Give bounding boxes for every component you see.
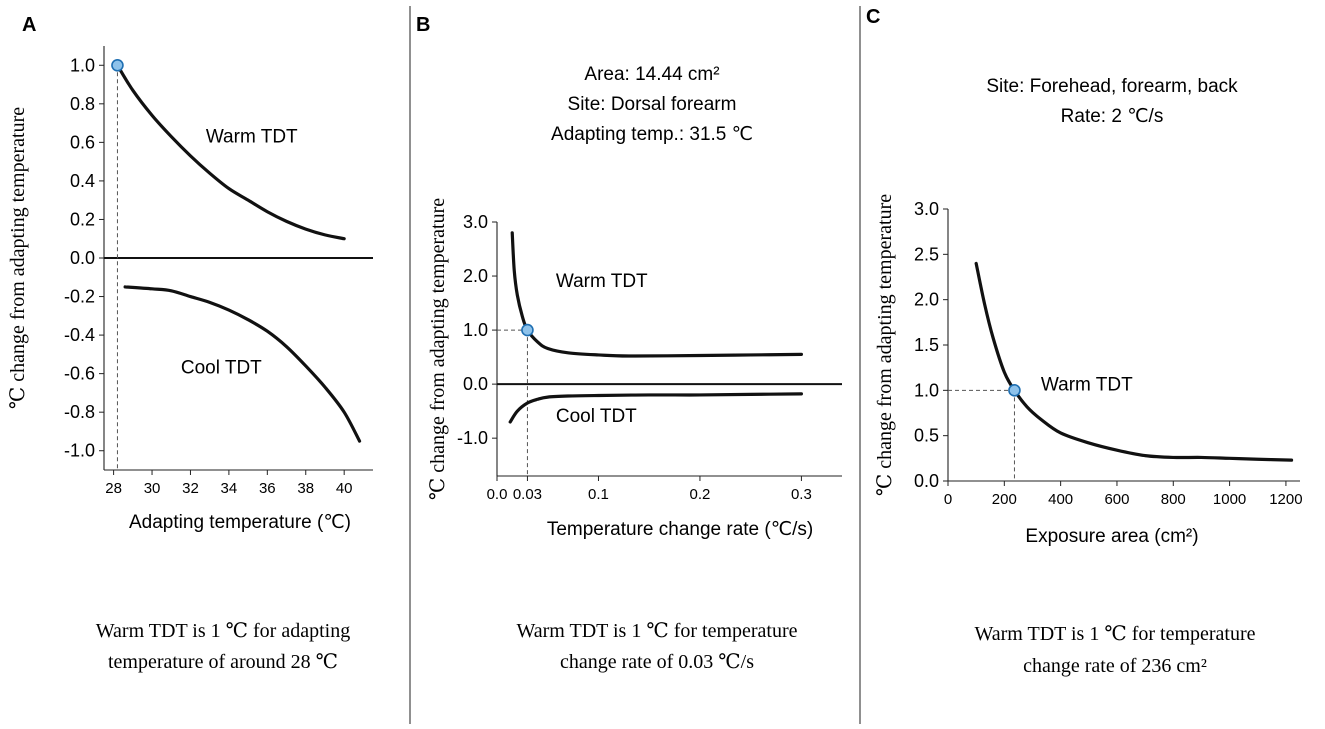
y-tick-label: 1.5 <box>914 335 939 355</box>
x-tick-label: 1000 <box>1213 491 1246 508</box>
y-tick-label: 3.0 <box>914 199 939 219</box>
x-tick-label: 800 <box>1161 491 1186 508</box>
y-tick-label: 0.4 <box>70 171 95 191</box>
y-tick-label: 0.5 <box>914 426 939 446</box>
y-axis-label: ℃ change from adapting temperature <box>7 107 29 409</box>
y-tick-label: 0.0 <box>914 471 939 491</box>
x-tick-label: 0.0 <box>487 486 508 503</box>
caption-line: Warm TDT is 1 ℃ for temperature <box>974 623 1255 645</box>
y-tick-label: 0.6 <box>70 132 95 152</box>
y-tick-label: 3.0 <box>463 212 488 232</box>
x-axis-label: Exposure area (cm²) <box>1025 526 1198 547</box>
caption-line: temperature of around 28 ℃ <box>108 651 338 673</box>
x-tick-label: 0.2 <box>690 486 711 503</box>
x-tick-label: 400 <box>1048 491 1073 508</box>
y-tick-label: -1.0 <box>457 428 488 448</box>
info-line: Site: Forehead, forearm, back <box>986 76 1238 97</box>
x-tick-label: 28 <box>105 480 122 497</box>
x-tick-label: 0 <box>944 491 952 508</box>
caption-line: change rate of 0.03 ℃/s <box>560 651 754 673</box>
x-tick-label: 600 <box>1104 491 1129 508</box>
highlight-marker <box>521 323 534 337</box>
x-axis-label: Adapting temperature (℃) <box>129 512 351 533</box>
curve-label: Warm TDT <box>206 126 298 147</box>
y-tick-label: -0.2 <box>64 287 95 307</box>
x-tick-label: 0.03 <box>513 486 542 503</box>
panel-a: A 1.0 0.8 0.6 0.4 0.2 0.0 -0.2 -0.4 -0.6 -0.8 -1.0 2… <box>7 14 373 673</box>
x-tick-label: 36 <box>259 480 276 497</box>
caption-line: change rate of 236 cm² <box>1023 655 1207 677</box>
info-line: Site: Dorsal forearm <box>568 94 737 115</box>
series-curve-warm-tdt <box>115 63 346 241</box>
info-line: Rate: 2 ℃/s <box>1061 106 1164 127</box>
x-axis-label: Temperature change rate (℃/s) <box>547 519 813 540</box>
x-tick-label: 38 <box>297 480 314 497</box>
y-axis-label: ℃ change from adapting temperature <box>427 198 449 500</box>
curve-label: Warm TDT <box>556 271 648 292</box>
panel-c: C Site: Forehead, forearm, back Rate: 2 ℃/… <box>866 6 1303 677</box>
caption-line: Warm TDT is 1 ℃ for temperature <box>516 620 797 642</box>
x-tick-label: 34 <box>221 480 238 497</box>
y-tick-label: 0.8 <box>70 94 95 114</box>
panel-letter: B <box>416 14 430 36</box>
x-tick-label: 0.1 <box>588 486 609 503</box>
panel-b: B Area: 14.44 cm² Site: Dorsal forearm Adap… <box>416 14 842 673</box>
y-tick-label: 2.0 <box>914 290 939 310</box>
y-tick-label: 1.0 <box>914 380 939 400</box>
x-tick-label: 40 <box>336 480 353 497</box>
info-line: Adapting temp.: 31.5 ℃ <box>551 124 753 145</box>
curve-label: Cool TDT <box>556 406 637 427</box>
info-line: Area: 14.44 cm² <box>584 64 719 85</box>
y-tick-label: 0.0 <box>463 374 488 394</box>
y-tick-label: 0.0 <box>70 248 95 268</box>
caption-line: Warm TDT is 1 ℃ for adapting <box>96 620 350 642</box>
curve-label: Cool TDT <box>181 358 262 379</box>
x-tick-label: 30 <box>144 480 161 497</box>
x-tick-label: 200 <box>992 491 1017 508</box>
y-tick-label: 1.0 <box>70 55 95 75</box>
panel-letter: C <box>866 6 880 28</box>
curve-label: Warm TDT <box>1041 374 1133 395</box>
y-tick-label: 1.0 <box>463 320 488 340</box>
y-tick-label: -0.4 <box>64 325 95 345</box>
series-curve-cool-tdt <box>123 285 362 443</box>
y-tick-label: -0.6 <box>64 364 95 384</box>
y-tick-label: 0.2 <box>70 209 95 229</box>
y-tick-label: -0.8 <box>64 402 95 422</box>
y-tick-label: -1.0 <box>64 441 95 461</box>
highlight-marker <box>1008 384 1021 397</box>
panel-letter: A <box>22 14 36 36</box>
series-curve-cool-tdt <box>508 392 804 424</box>
series-curve-warm-tdt <box>974 261 1294 462</box>
highlight-marker <box>111 58 124 72</box>
y-tick-label: 2.5 <box>914 244 939 264</box>
x-tick-label: 1200 <box>1269 491 1302 508</box>
x-tick-label: 0.3 <box>791 486 812 503</box>
series-curve-warm-tdt <box>510 231 804 358</box>
y-tick-label: 2.0 <box>463 266 488 286</box>
y-axis-label: ℃ change from adapting temperature <box>874 194 896 496</box>
x-tick-label: 32 <box>182 480 199 497</box>
